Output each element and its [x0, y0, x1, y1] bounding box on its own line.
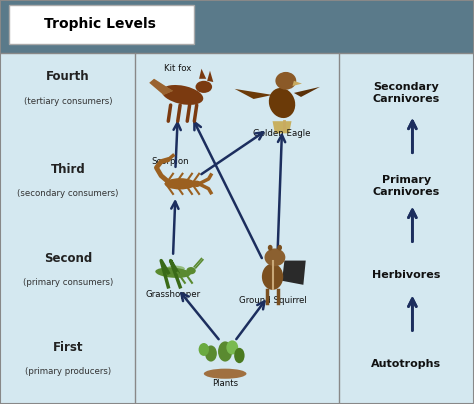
Text: Scorpion: Scorpion — [152, 157, 190, 166]
Ellipse shape — [234, 348, 245, 363]
Text: Second: Second — [44, 252, 92, 265]
Circle shape — [275, 72, 296, 90]
Text: Secondary
Carnivores: Secondary Carnivores — [373, 82, 440, 104]
Polygon shape — [149, 79, 173, 95]
Polygon shape — [282, 261, 306, 285]
FancyBboxPatch shape — [9, 5, 194, 44]
Ellipse shape — [155, 267, 191, 278]
Polygon shape — [273, 121, 292, 133]
Ellipse shape — [262, 263, 283, 290]
Bar — [0, 0, 474, 53]
Ellipse shape — [226, 340, 238, 355]
Text: (tertiary consumers): (tertiary consumers) — [24, 97, 112, 105]
Text: Ground Squirrel: Ground Squirrel — [239, 297, 306, 305]
Ellipse shape — [186, 267, 196, 274]
Text: (primary consumers): (primary consumers) — [23, 278, 113, 287]
Polygon shape — [235, 89, 273, 99]
Ellipse shape — [162, 85, 203, 105]
Text: Kit fox: Kit fox — [164, 64, 191, 73]
Ellipse shape — [192, 181, 201, 187]
Ellipse shape — [218, 341, 232, 362]
Ellipse shape — [165, 178, 195, 189]
Text: Third: Third — [50, 163, 85, 176]
Polygon shape — [292, 81, 302, 86]
Text: Plants: Plants — [212, 379, 238, 388]
Ellipse shape — [268, 245, 273, 250]
Circle shape — [264, 248, 285, 266]
Text: Grasshopper: Grasshopper — [146, 290, 201, 299]
Ellipse shape — [204, 368, 246, 379]
Text: Trophic Levels: Trophic Levels — [44, 17, 155, 31]
Text: Primary
Carnivores: Primary Carnivores — [373, 175, 440, 197]
Text: (primary producers): (primary producers) — [25, 367, 111, 376]
Ellipse shape — [277, 245, 282, 250]
Ellipse shape — [205, 345, 217, 362]
Ellipse shape — [199, 343, 209, 356]
Text: Autotrophs: Autotrophs — [371, 359, 441, 368]
Text: First: First — [53, 341, 83, 354]
Bar — [0, 53, 474, 404]
Text: Herbivores: Herbivores — [372, 270, 440, 280]
Polygon shape — [207, 71, 213, 82]
Ellipse shape — [269, 88, 295, 118]
Ellipse shape — [195, 81, 212, 93]
Text: (secondary consumers): (secondary consumers) — [17, 189, 118, 198]
Text: Fourth: Fourth — [46, 70, 90, 83]
Polygon shape — [294, 87, 320, 97]
Polygon shape — [149, 79, 173, 95]
Ellipse shape — [166, 266, 185, 271]
Polygon shape — [199, 69, 206, 79]
Text: Golden Eagle: Golden Eagle — [253, 129, 311, 138]
